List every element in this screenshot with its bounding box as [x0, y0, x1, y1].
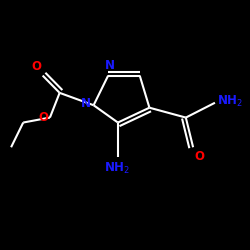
Text: N: N	[104, 59, 115, 72]
Text: O: O	[194, 150, 204, 163]
Text: NH$_2$: NH$_2$	[104, 161, 130, 176]
Text: O: O	[32, 60, 42, 73]
Text: N: N	[81, 98, 91, 110]
Text: NH$_2$: NH$_2$	[218, 94, 243, 109]
Text: O: O	[39, 111, 49, 124]
